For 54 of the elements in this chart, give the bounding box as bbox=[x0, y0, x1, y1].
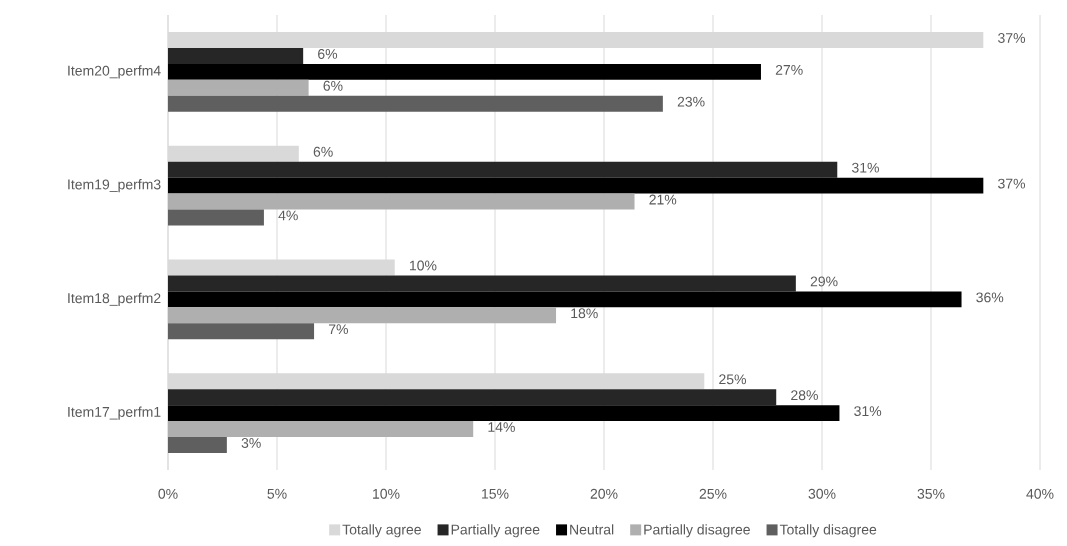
bar bbox=[168, 79, 309, 96]
data-label: 37% bbox=[998, 33, 1026, 43]
bar bbox=[168, 307, 557, 324]
bar bbox=[168, 95, 663, 112]
x-tick-label: 30% bbox=[808, 488, 836, 499]
bar bbox=[168, 421, 474, 438]
bar bbox=[168, 323, 315, 340]
data-label: 6% bbox=[318, 48, 338, 59]
data-label: 6% bbox=[313, 146, 333, 157]
bar bbox=[168, 193, 635, 210]
x-tick-label: 20% bbox=[590, 488, 618, 499]
x-tick-label: 25% bbox=[699, 488, 727, 499]
y-tick-label: Item18_perfm2 bbox=[68, 292, 161, 306]
x-tick-label: 0% bbox=[158, 488, 178, 499]
data-label: 27% bbox=[775, 64, 803, 75]
data-label: 21% bbox=[649, 194, 677, 205]
data-label: 18% bbox=[571, 308, 598, 319]
legend-label: Totally agree bbox=[342, 524, 421, 538]
bar bbox=[168, 275, 796, 292]
data-label: 3% bbox=[241, 438, 261, 448]
legend-label: Partially disagree bbox=[644, 524, 750, 538]
x-tick-label: 5% bbox=[267, 488, 287, 499]
data-label: 14% bbox=[488, 422, 515, 432]
x-tick-label: 40% bbox=[1026, 488, 1054, 499]
bar bbox=[168, 389, 777, 406]
data-label: 23% bbox=[677, 96, 705, 107]
bar bbox=[168, 437, 227, 453]
data-label: 36% bbox=[976, 292, 1004, 303]
bar bbox=[168, 63, 761, 80]
legend-label: Neutral bbox=[570, 524, 614, 535]
legend-label: Partially agree bbox=[451, 524, 540, 538]
bar bbox=[168, 209, 264, 226]
data-label: 7% bbox=[328, 324, 348, 335]
x-tick-label: 35% bbox=[917, 488, 945, 499]
x-tick-label: 15% bbox=[482, 488, 509, 499]
data-label: 29% bbox=[810, 276, 838, 287]
bar bbox=[168, 291, 962, 308]
data-label: 6% bbox=[323, 80, 343, 91]
data-label: 31% bbox=[852, 162, 879, 173]
y-tick-label: Item20_perfm4 bbox=[68, 65, 161, 79]
y-tick-label: Item17_perfm1 bbox=[68, 406, 161, 420]
bar bbox=[168, 405, 840, 422]
data-label: 10% bbox=[409, 260, 437, 271]
bar bbox=[168, 47, 304, 64]
x-tick-label: 10% bbox=[373, 488, 400, 499]
data-label: 28% bbox=[791, 390, 818, 401]
legend-label: Totally disagree bbox=[779, 524, 877, 538]
data-label: 31% bbox=[854, 406, 882, 417]
bar bbox=[168, 161, 838, 178]
data-label: 4% bbox=[278, 210, 298, 221]
y-tick-label: Item19_perfm3 bbox=[68, 179, 161, 193]
data-label: 25% bbox=[719, 374, 747, 385]
bar bbox=[168, 177, 984, 194]
data-label: 37% bbox=[998, 178, 1026, 189]
